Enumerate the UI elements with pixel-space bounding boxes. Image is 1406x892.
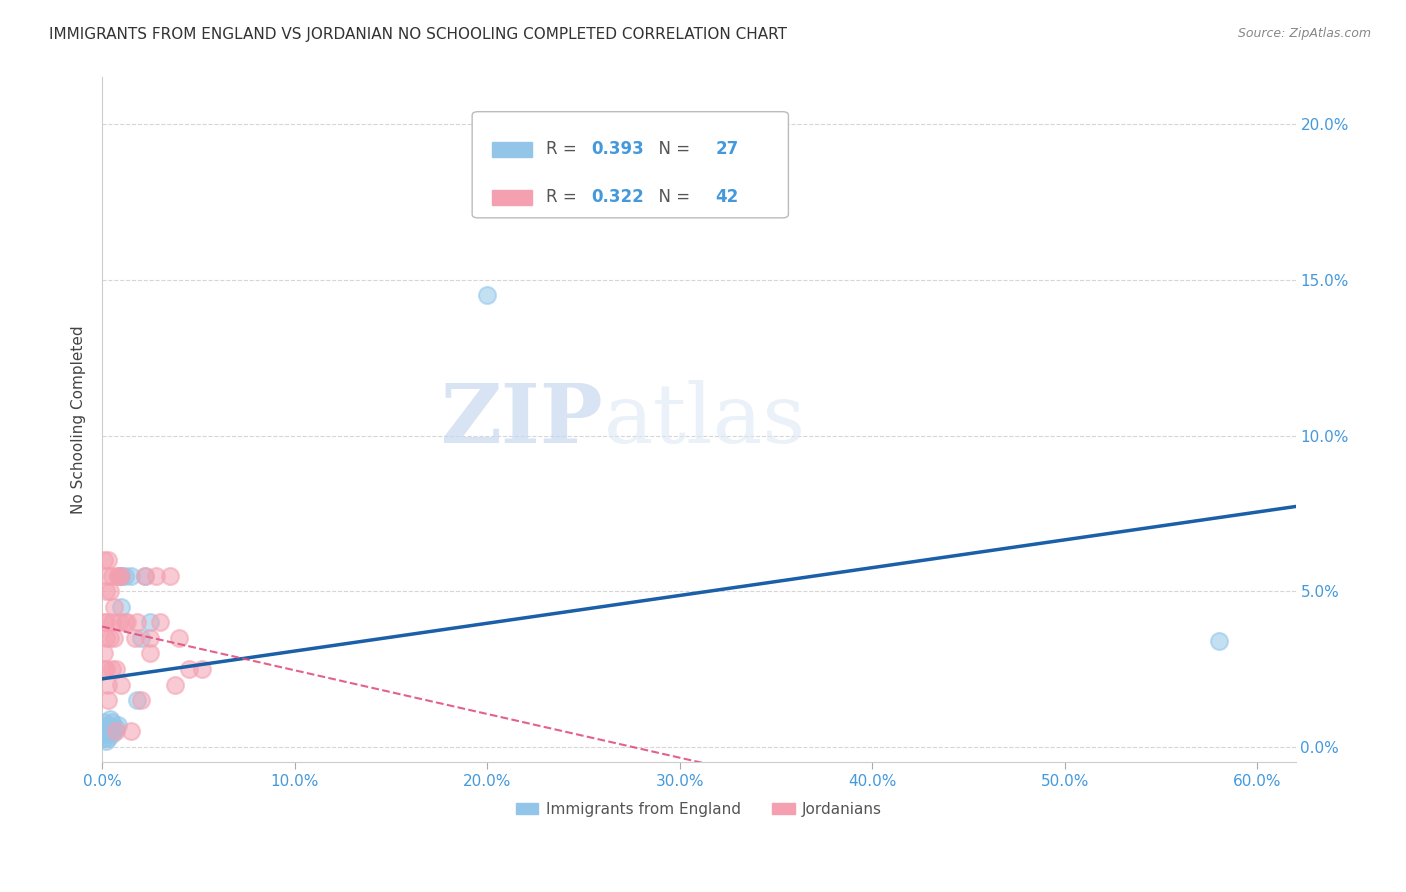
Point xyxy=(101,568,124,582)
Text: 42: 42 xyxy=(716,188,740,206)
Point xyxy=(94,721,117,735)
Point xyxy=(139,615,162,630)
Point xyxy=(134,568,156,582)
Point xyxy=(93,553,115,567)
Point xyxy=(104,721,127,735)
Point xyxy=(120,568,142,582)
Point xyxy=(114,615,136,630)
Point xyxy=(103,631,125,645)
Point xyxy=(94,615,117,630)
Text: R =: R = xyxy=(546,188,582,206)
Point xyxy=(97,693,120,707)
Point xyxy=(149,615,172,630)
Point xyxy=(110,677,132,691)
Point xyxy=(101,662,124,676)
Text: Source: ZipAtlas.com: Source: ZipAtlas.com xyxy=(1237,27,1371,40)
Point xyxy=(114,568,136,582)
Point xyxy=(110,568,132,582)
Text: ZIP: ZIP xyxy=(441,380,603,460)
Point xyxy=(124,631,146,645)
Point xyxy=(110,599,132,614)
Point xyxy=(115,615,138,630)
Text: N =: N = xyxy=(648,188,695,206)
Point xyxy=(107,568,129,582)
Point xyxy=(97,677,120,691)
Text: atlas: atlas xyxy=(603,380,806,460)
Point xyxy=(101,615,124,630)
Point xyxy=(139,631,162,645)
Point xyxy=(125,615,148,630)
Text: R =: R = xyxy=(546,140,582,159)
Point xyxy=(165,677,187,691)
Point xyxy=(97,718,120,732)
Point xyxy=(98,712,121,726)
Point xyxy=(107,568,129,582)
Text: N =: N = xyxy=(648,140,695,159)
Point xyxy=(475,288,498,302)
Point xyxy=(97,568,120,582)
Point xyxy=(125,693,148,707)
FancyBboxPatch shape xyxy=(472,112,789,218)
Point xyxy=(129,631,152,645)
Text: 0.322: 0.322 xyxy=(592,188,644,206)
Point xyxy=(134,568,156,582)
Point xyxy=(129,693,152,707)
Point xyxy=(104,724,127,739)
Point xyxy=(94,733,117,747)
Point xyxy=(108,568,131,582)
Point xyxy=(108,615,131,630)
Point xyxy=(167,631,190,645)
Point xyxy=(1208,634,1230,648)
FancyBboxPatch shape xyxy=(492,142,531,157)
Point xyxy=(159,568,181,582)
Point xyxy=(93,662,115,676)
Point xyxy=(110,568,132,582)
Point xyxy=(97,553,120,567)
Point xyxy=(98,631,121,645)
Point xyxy=(94,584,117,599)
Text: 27: 27 xyxy=(716,140,740,159)
Point xyxy=(93,615,115,630)
Point xyxy=(93,731,115,745)
FancyBboxPatch shape xyxy=(492,190,531,205)
Point xyxy=(103,724,125,739)
Point xyxy=(104,662,127,676)
Point xyxy=(94,631,117,645)
Point xyxy=(94,727,117,741)
Point xyxy=(97,731,120,745)
Point xyxy=(177,662,200,676)
Point xyxy=(94,662,117,676)
Point xyxy=(98,721,121,735)
Point xyxy=(98,584,121,599)
Point xyxy=(101,714,124,729)
Point xyxy=(145,568,167,582)
Point xyxy=(101,727,124,741)
Point xyxy=(93,724,115,739)
Point xyxy=(93,647,115,661)
Text: 0.393: 0.393 xyxy=(592,140,644,159)
Y-axis label: No Schooling Completed: No Schooling Completed xyxy=(72,326,86,515)
Point xyxy=(103,599,125,614)
Point xyxy=(107,718,129,732)
Point xyxy=(139,647,162,661)
Point xyxy=(191,662,214,676)
Point xyxy=(97,724,120,739)
Point xyxy=(93,714,115,729)
Point xyxy=(120,724,142,739)
Text: IMMIGRANTS FROM ENGLAND VS JORDANIAN NO SCHOOLING COMPLETED CORRELATION CHART: IMMIGRANTS FROM ENGLAND VS JORDANIAN NO … xyxy=(49,27,787,42)
Legend: Immigrants from England, Jordanians: Immigrants from England, Jordanians xyxy=(509,796,889,823)
